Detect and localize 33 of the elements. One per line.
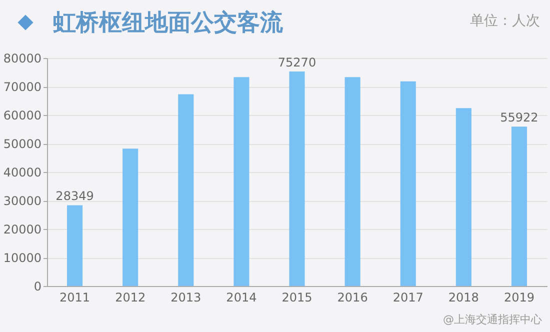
bar [511,126,527,286]
bar [344,77,360,286]
x-tick-label: 2014 [226,290,257,304]
data-label: 55922 [500,110,538,125]
bar [289,71,305,286]
bar [234,77,250,286]
y-tick-label: 20000 [3,222,42,236]
bar [400,81,416,286]
y-tick-label: 60000 [3,108,42,122]
x-tick-label: 2015 [282,290,312,304]
bar [67,205,83,286]
y-tick-label: 0 [34,280,42,294]
x-tick-label: 2013 [170,290,202,304]
data-label: 75270 [278,55,316,70]
text: @上海交通指挥中心 [443,312,542,327]
y-tick-label: 50000 [3,137,42,151]
x-tick-label: 2017 [392,290,424,304]
y-tick-label: 30000 [3,194,42,208]
data-label: 28349 [56,189,94,204]
x-tick-label: 2011 [60,290,90,304]
y-tick-label: 10000 [3,251,42,265]
bar [122,148,138,286]
y-tick-label: 80000 [3,52,42,66]
bar [178,94,194,286]
bar [456,108,472,286]
chart-title: 虹桥枢纽地面公交客流 [53,8,283,38]
y-tick-label: 70000 [3,80,42,94]
x-tick-label: 2016 [337,290,368,304]
x-tick-label: 2019 [504,290,534,304]
y-tick-label: 40000 [3,166,42,180]
text: 单位：人次 [470,12,540,30]
x-tick-label: 2012 [115,290,146,304]
x-tick-label: 2018 [448,290,479,304]
